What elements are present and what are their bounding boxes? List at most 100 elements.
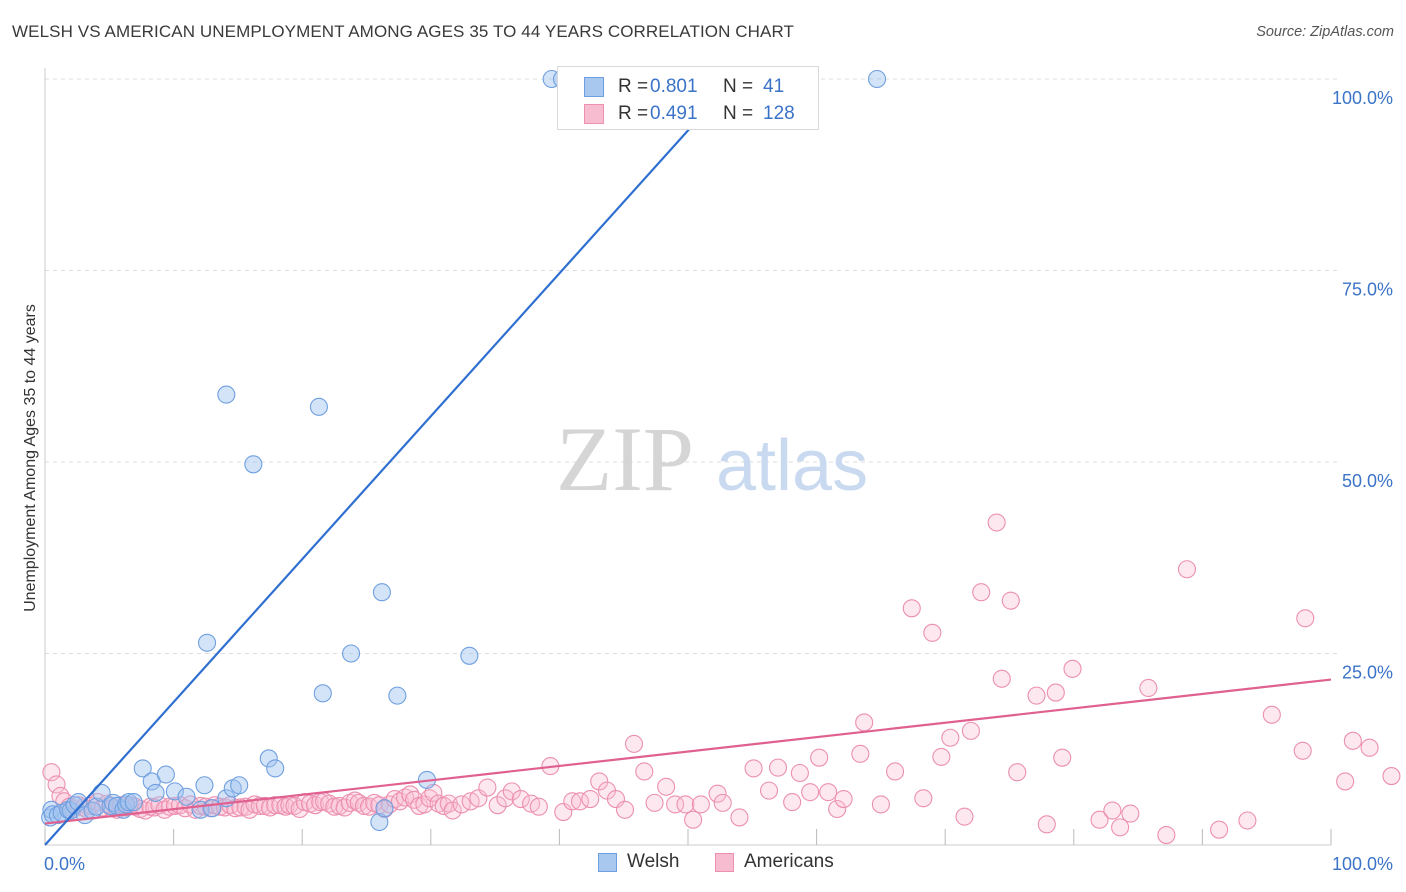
- americans-point: [349, 793, 368, 812]
- welsh-point: [460, 646, 479, 665]
- watermark-zip: ZIP: [556, 408, 694, 510]
- americans-point: [828, 799, 847, 819]
- legend-item-americans[interactable]: Americans: [715, 851, 834, 873]
- welsh-point: [195, 776, 214, 795]
- americans-point: [666, 795, 685, 814]
- americans-point: [684, 810, 703, 829]
- tick-labels: 25.0% 50.0% 75.0% 100.0% 0.0% 100.0%: [44, 88, 1393, 874]
- welsh-point: [177, 787, 196, 806]
- americans-point: [496, 789, 515, 808]
- americans-point: [1157, 825, 1176, 845]
- americans-point: [1053, 748, 1072, 767]
- axes: [44, 68, 1332, 846]
- americans-point: [1008, 763, 1027, 782]
- americans-point: [790, 763, 809, 783]
- n-value: 128: [763, 103, 795, 124]
- americans-point: [730, 808, 749, 827]
- watermark-atlas: atlas: [716, 426, 868, 506]
- americans-point: [1001, 591, 1020, 610]
- americans-point: [801, 783, 820, 802]
- americans-point: [478, 778, 497, 797]
- welsh-point: [133, 759, 152, 778]
- welsh-point: [244, 455, 263, 474]
- r-label: R =: [618, 76, 649, 97]
- americans-point: [1262, 705, 1281, 724]
- americans-point: [285, 796, 304, 815]
- legend-label-americans: Americans: [744, 851, 834, 872]
- y-tick-label: 100.0%: [1332, 88, 1393, 108]
- americans-point: [581, 789, 600, 809]
- americans-swatch: [715, 852, 734, 872]
- x-tick-label: 100.0%: [1332, 854, 1393, 874]
- n-label: N =: [723, 76, 754, 97]
- americans-point: [488, 796, 507, 815]
- americans-point: [1037, 815, 1056, 834]
- americans-point: [1343, 731, 1362, 750]
- americans-point: [1103, 801, 1122, 820]
- americans-point: [511, 789, 530, 809]
- americans-point: [1238, 811, 1257, 830]
- americans-point: [691, 795, 710, 814]
- gridlines: [45, 78, 1341, 654]
- series-legend: Welsh Americans: [0, 851, 1406, 879]
- y-tick-label: 25.0%: [1342, 663, 1393, 683]
- americans-point: [443, 801, 462, 820]
- americans-point: [1139, 678, 1158, 698]
- x-tick-label: 0.0%: [44, 854, 85, 874]
- americans-point: [744, 759, 763, 778]
- welsh-point: [372, 583, 391, 602]
- welsh-point: [259, 749, 278, 768]
- americans-point: [819, 783, 838, 802]
- zipatlas-watermark: ZIP atlas: [556, 408, 868, 510]
- americans-point: [529, 797, 548, 816]
- americans-point: [354, 796, 373, 815]
- americans-point: [992, 669, 1011, 688]
- americans-point: [1121, 804, 1140, 823]
- americans-point: [902, 599, 921, 618]
- welsh-point: [203, 799, 222, 818]
- americans-point: [708, 784, 727, 803]
- chart-title: WELSH VS AMERICAN UNEMPLOYMENT AMONG AGE…: [12, 22, 795, 41]
- welsh-swatch: [584, 77, 604, 97]
- r-label: R =: [618, 103, 649, 124]
- welsh-point: [217, 385, 236, 404]
- welsh-point: [146, 783, 165, 802]
- americans-point: [955, 807, 974, 826]
- welsh-point: [124, 793, 143, 812]
- source-credit: Source: ZipAtlas.com: [1256, 24, 1394, 40]
- americans-point: [1090, 810, 1109, 829]
- americans-point: [783, 793, 802, 812]
- americans-trend-line: [44, 678, 1332, 825]
- welsh-point: [370, 812, 389, 832]
- welsh-point: [197, 633, 217, 652]
- welsh-point: [342, 644, 361, 663]
- welsh-point: [156, 765, 175, 784]
- americans-point: [1382, 767, 1401, 786]
- legend-item-welsh[interactable]: Welsh: [598, 851, 679, 873]
- americans-point: [914, 789, 933, 808]
- americans-point: [590, 772, 609, 791]
- welsh-point: [230, 776, 249, 795]
- americans-point: [1111, 818, 1130, 837]
- legend-label-welsh: Welsh: [627, 851, 680, 872]
- n-value: 41: [763, 76, 785, 97]
- americans-point: [563, 792, 582, 811]
- correlation-legend: R = 0.801 N = 41 R = 0.491 N = 128: [557, 66, 819, 130]
- welsh-point: [309, 397, 328, 416]
- americans-point: [768, 758, 788, 777]
- welsh-points: [41, 69, 887, 832]
- americans-point: [676, 795, 695, 814]
- americans-point: [325, 797, 344, 816]
- americans-swatch: [584, 104, 604, 124]
- americans-point: [871, 795, 890, 814]
- americans-point: [1336, 772, 1355, 791]
- americans-point: [657, 777, 676, 796]
- americans-point: [1210, 820, 1229, 839]
- americans-point: [987, 513, 1006, 532]
- americans-point: [645, 793, 664, 812]
- americans-point: [961, 721, 980, 740]
- welsh-trend-line: [44, 78, 736, 846]
- welsh-point: [313, 684, 332, 703]
- americans-point: [1177, 560, 1197, 579]
